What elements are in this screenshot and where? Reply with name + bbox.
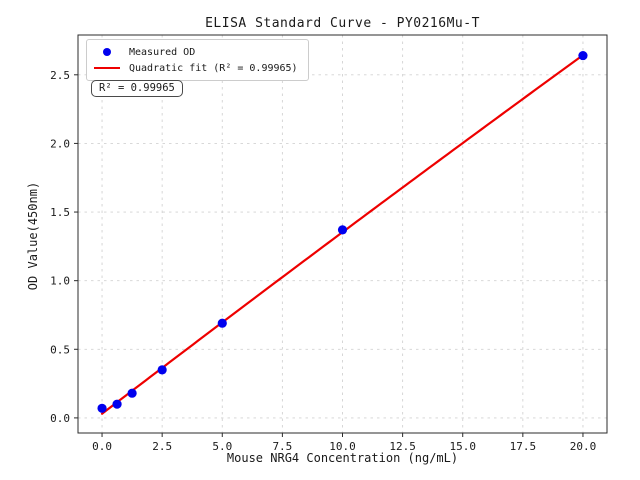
x-tick-label: 5.0 — [212, 440, 232, 453]
legend-marker — [94, 48, 120, 56]
x-axis-label: Mouse NRG4 Concentration (ng/mL) — [226, 451, 459, 465]
data-point — [97, 403, 107, 413]
x-tick-label: 12.5 — [389, 440, 416, 453]
fit-line-icon — [94, 67, 120, 69]
data-point — [578, 50, 588, 61]
data-point — [217, 318, 227, 328]
data-point — [112, 399, 122, 409]
y-tick-label: 0.5 — [50, 343, 70, 356]
x-tick-label: 10.0 — [329, 440, 356, 453]
legend-item-measured-od: Measured OD — [94, 44, 298, 60]
x-tick-label: 15.0 — [449, 440, 476, 453]
legend-label: Measured OD — [129, 46, 196, 58]
y-tick-label: 0.0 — [50, 412, 70, 425]
legend: Measured OD Quadratic fit (R² = 0.99965) — [86, 39, 309, 81]
x-tick-label: 0.0 — [92, 440, 112, 453]
r-squared-annotation: R² = 0.99965 — [91, 80, 183, 97]
y-tick-label: 1.5 — [50, 206, 70, 219]
y-tick-label: 1.0 — [50, 275, 70, 288]
data-point — [127, 388, 137, 398]
x-tick-label: 17.5 — [510, 440, 537, 453]
legend-item-quadratic-fit: Quadratic fit (R² = 0.99965) — [94, 60, 298, 76]
x-tick-label: 7.5 — [272, 440, 292, 453]
y-axis-label: OD Value(450nm) — [26, 181, 40, 291]
x-tick-label: 20.0 — [570, 440, 597, 453]
y-tick-label: 2.5 — [50, 69, 70, 82]
legend-marker — [94, 67, 120, 69]
y-tick-label: 2.0 — [50, 137, 70, 150]
data-point — [157, 365, 167, 375]
scatter-dot-icon — [103, 48, 111, 56]
chart-title: ELISA Standard Curve - PY0216Mu-T — [205, 16, 480, 31]
data-point — [337, 225, 348, 235]
legend-label: Quadratic fit (R² = 0.99965) — [129, 62, 298, 74]
x-tick-label: 2.5 — [152, 440, 172, 453]
